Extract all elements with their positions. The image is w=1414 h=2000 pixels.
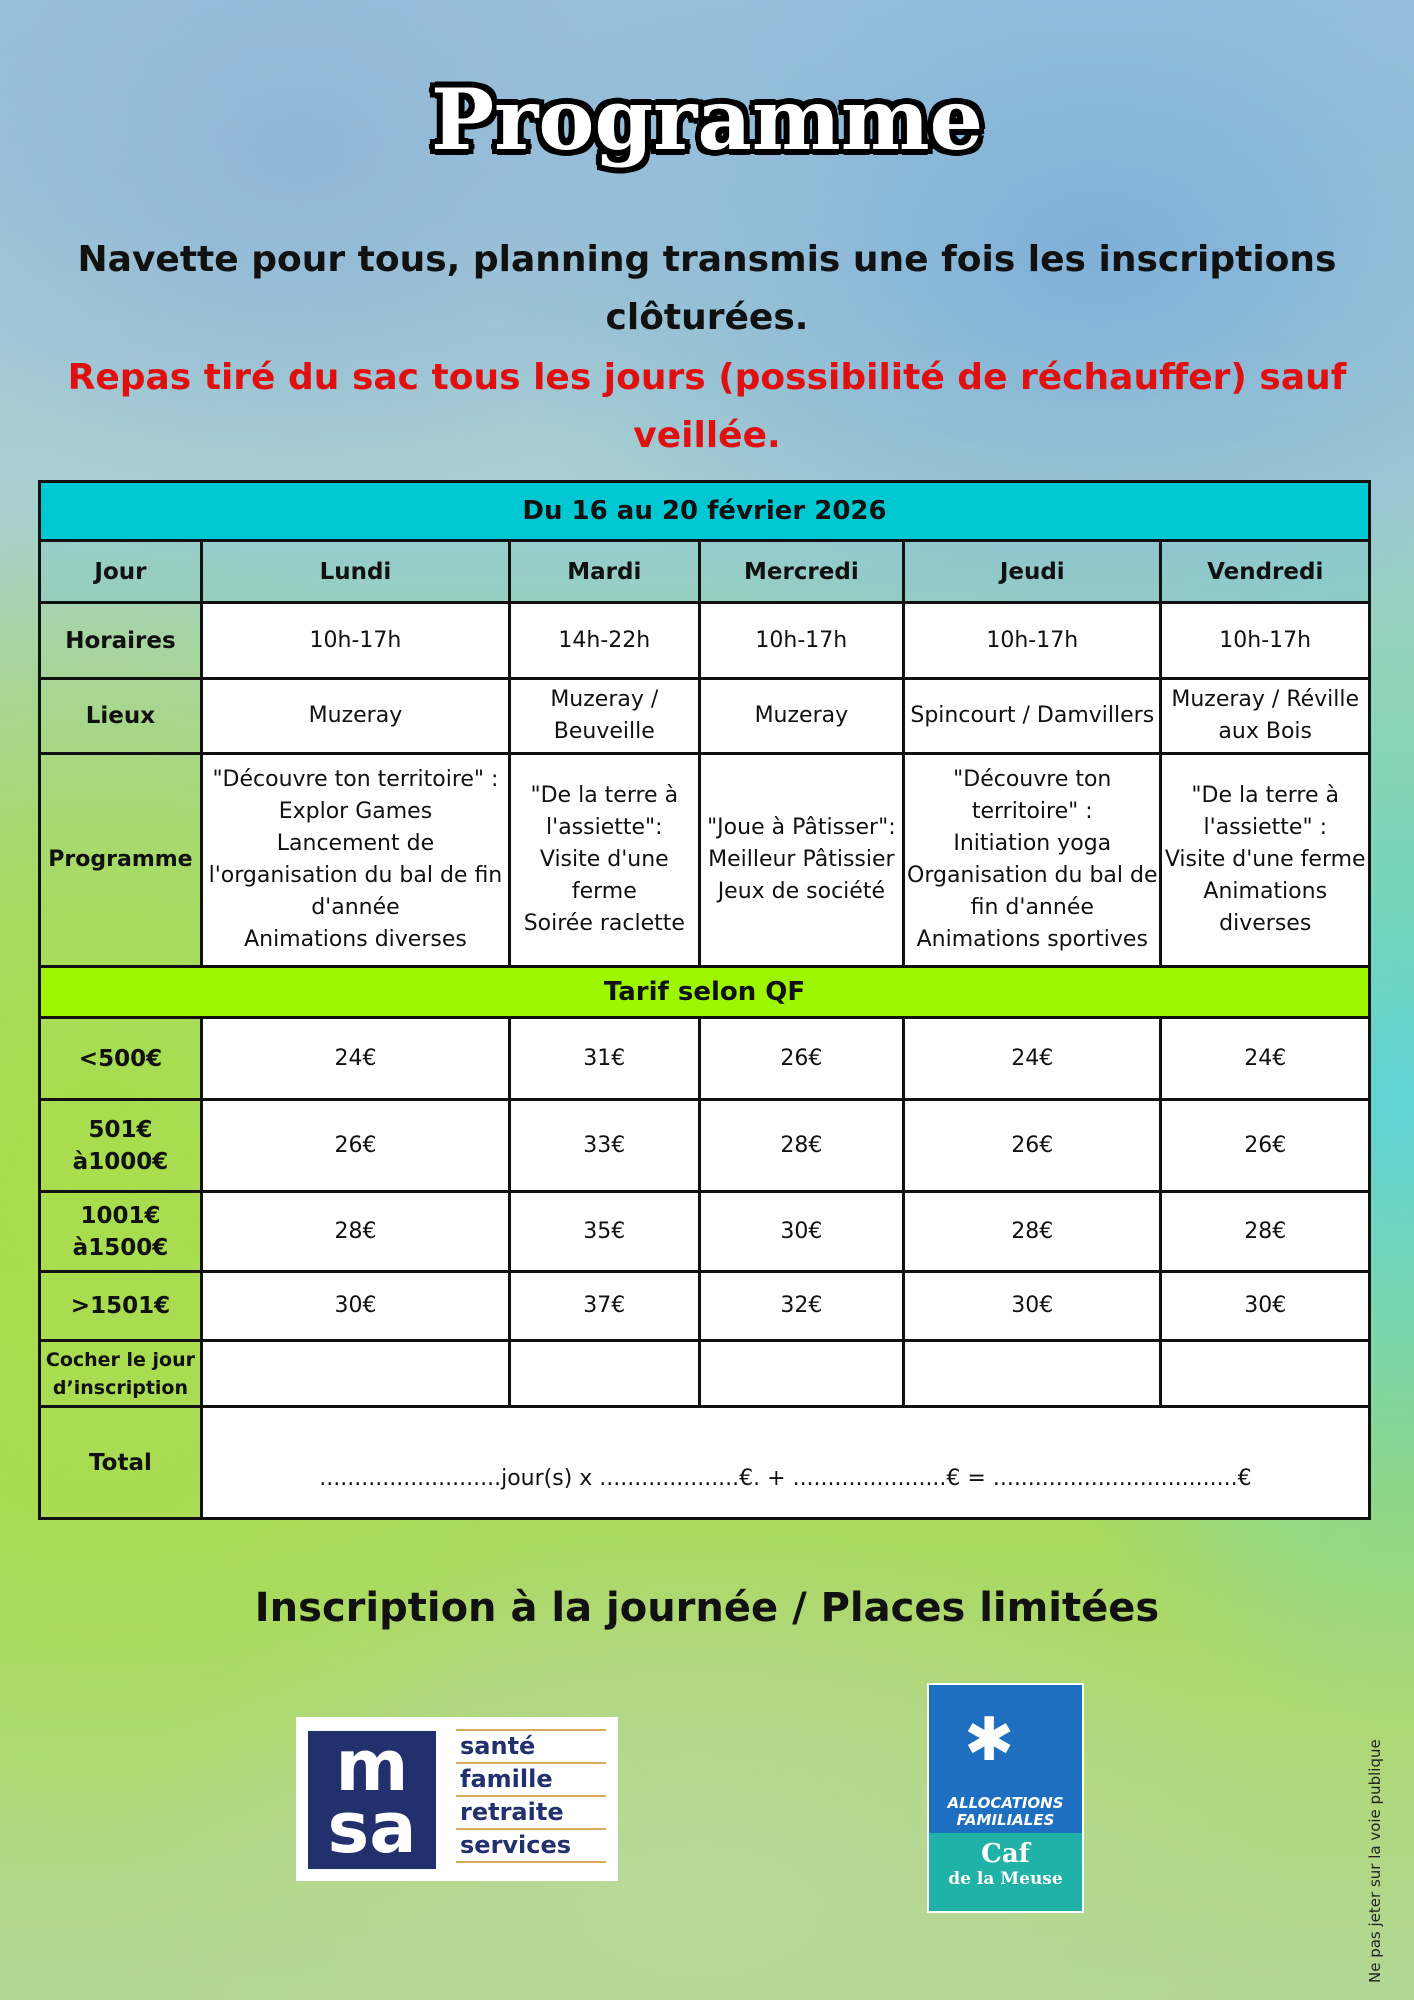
caf-region: de la Meuse <box>948 1869 1063 1889</box>
price-cell: 28€ <box>1159 1190 1371 1273</box>
msa-word: famille <box>456 1762 606 1795</box>
price-cell: 30€ <box>902 1270 1163 1342</box>
header-day: Vendredi <box>1159 539 1371 604</box>
row-label-horaires: Horaires <box>38 601 203 680</box>
price-cell: 24€ <box>902 1016 1163 1101</box>
qf-label: 501€ à1000€ <box>38 1098 203 1193</box>
programme-cell: "De la terre à l'assiette" : Visite d'un… <box>1159 752 1371 968</box>
price-cell: 35€ <box>508 1190 701 1273</box>
price-cell: 24€ <box>1159 1016 1371 1101</box>
checkbox-cell-mercredi[interactable] <box>697 1339 906 1408</box>
row-label-lieux: Lieux <box>38 677 203 755</box>
header-day: Jeudi <box>902 539 1163 604</box>
horaire-cell: 14h-22h <box>508 601 701 680</box>
lieu-cell: Spincourt / Damvillers <box>902 677 1163 755</box>
horaire-cell: 10h-17h <box>902 601 1163 680</box>
price-cell: 33€ <box>508 1098 701 1193</box>
price-cell: 28€ <box>902 1190 1163 1273</box>
price-cell: 31€ <box>508 1016 701 1101</box>
price-cell: 30€ <box>697 1190 906 1273</box>
msa-word: services <box>456 1828 606 1863</box>
period-banner: Du 16 au 20 février 2026 <box>38 480 1371 542</box>
header-day: Mercredi <box>697 539 906 604</box>
price-cell: 28€ <box>199 1190 512 1273</box>
meal-info: Repas tiré du sac tous les jours (possib… <box>67 357 1347 456</box>
horaire-cell: 10h-17h <box>199 601 512 680</box>
price-cell: 37€ <box>508 1270 701 1342</box>
msa-letters: m sa <box>308 1731 436 1869</box>
header-day: Lundi <box>199 539 512 604</box>
programme-cell: "Découvre ton territoire" : Explor Games… <box>199 752 512 968</box>
caf-name: Caf <box>981 1839 1030 1869</box>
programme-cell: "Découvre ton territoire" : Initiation y… <box>902 752 1163 968</box>
page-title: Programme <box>430 70 984 169</box>
price-cell: 26€ <box>902 1098 1163 1193</box>
cocher-label: Cocher le jour d’inscription <box>38 1339 203 1408</box>
price-cell: 32€ <box>697 1270 906 1342</box>
programme-cell: "Joue à Pâtisser": Meilleur Pâtissier Je… <box>697 752 906 968</box>
msa-word: retraite <box>456 1795 606 1828</box>
litter-note: Ne pas jeter sur la voie publique <box>1366 1739 1384 1983</box>
price-cell: 30€ <box>199 1270 512 1342</box>
checkbox-cell-lundi[interactable] <box>199 1339 512 1408</box>
price-cell: 24€ <box>199 1016 512 1101</box>
lieu-cell: Muzeray / Beuveille <box>508 677 701 755</box>
checkbox-cell-vendredi[interactable] <box>1159 1339 1371 1408</box>
family-figures-icon: ✱ <box>964 1705 1015 1775</box>
lieu-cell: Muzeray <box>199 677 512 755</box>
msa-word: santé <box>456 1729 606 1762</box>
programme-cell: "De la terre à l'assiette": Visite d'une… <box>508 752 701 968</box>
price-cell: 30€ <box>1159 1270 1371 1342</box>
header-day: Mardi <box>508 539 701 604</box>
caf-line2: FAMILIALES <box>956 1811 1055 1829</box>
caf-line1: ALLOCATIONS <box>947 1794 1064 1812</box>
qf-label: >1501€ <box>38 1270 203 1342</box>
header-jour: Jour <box>38 539 203 604</box>
horaire-cell: 10h-17h <box>1159 601 1371 680</box>
total-formula[interactable]: ..........................jour(s) x ....… <box>199 1405 1372 1520</box>
caf-logo: ✱ ALLOCATIONS FAMILIALES Caf de la Meuse <box>927 1683 1084 1913</box>
qf-label: <500€ <box>38 1016 203 1101</box>
price-cell: 28€ <box>697 1098 906 1193</box>
tarif-banner: Tarif selon QF <box>38 965 1371 1019</box>
lieu-cell: Muzeray / Réville aux Bois <box>1159 677 1371 755</box>
shuttle-info: Navette pour tous, planning transmis une… <box>77 239 1337 338</box>
row-label-programme: Programme <box>38 752 203 968</box>
horaire-cell: 10h-17h <box>697 601 906 680</box>
price-cell: 26€ <box>199 1098 512 1193</box>
program-table: Du 16 au 20 février 2026 Jour Lundi Mard… <box>38 480 1372 1520</box>
inscription-note: Inscription à la journée / Places limité… <box>254 1585 1160 1631</box>
msa-logo: m sa santé famille retraite services <box>296 1717 618 1881</box>
price-cell: 26€ <box>1159 1098 1371 1193</box>
qf-label: 1001€ à1500€ <box>38 1190 203 1273</box>
checkbox-cell-jeudi[interactable] <box>902 1339 1163 1408</box>
price-cell: 26€ <box>697 1016 906 1101</box>
checkbox-cell-mardi[interactable] <box>508 1339 701 1408</box>
total-label: Total <box>38 1405 203 1520</box>
lieu-cell: Muzeray <box>697 677 906 755</box>
